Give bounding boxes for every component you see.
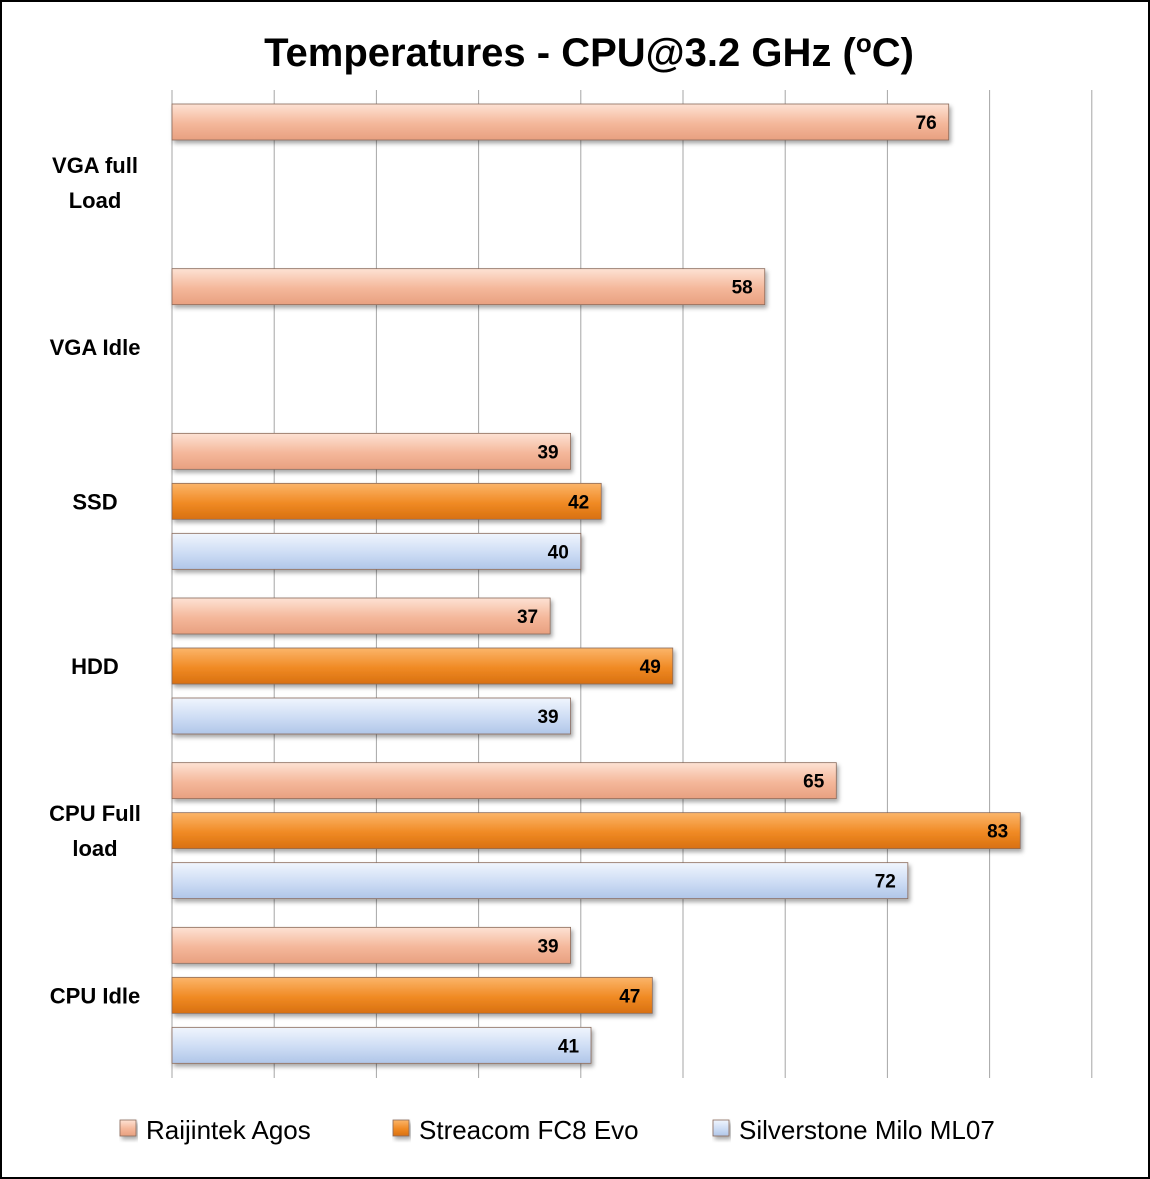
bar-silverstone-milo-ml07 (171, 697, 571, 735)
bar-streacom-fc8-evo (171, 647, 674, 685)
bar-raijintek-agos (171, 268, 766, 306)
data-label: 39 (537, 442, 558, 463)
data-label: 40 (548, 542, 569, 563)
bar-silverstone-milo-ml07 (171, 532, 582, 570)
bar-raijintek-agos (171, 597, 551, 635)
data-label: 41 (558, 1036, 580, 1057)
bar-streacom-fc8-evo (171, 812, 1021, 850)
data-label: 76 (916, 113, 937, 134)
legend-label: Raijintek Agos (146, 1115, 311, 1145)
data-label: 72 (875, 872, 896, 893)
data-label: 83 (987, 822, 1008, 843)
bar-streacom-fc8-evo (171, 976, 653, 1014)
data-label: 39 (537, 707, 558, 728)
data-label: 37 (517, 607, 538, 628)
bar-raijintek-agos (171, 762, 837, 800)
data-label: 49 (640, 657, 661, 678)
category-label: CPU Full load (49, 801, 141, 861)
bar-streacom-fc8-evo (171, 482, 602, 520)
bar-raijintek-agos (171, 432, 571, 470)
bar-silverstone-milo-ml07 (171, 862, 909, 900)
bar-raijintek-agos (171, 926, 571, 964)
data-label: 39 (537, 936, 558, 957)
legend-swatch (392, 1119, 410, 1137)
bar-raijintek-agos (171, 103, 950, 141)
data-label: 65 (803, 772, 825, 793)
legend-swatch (712, 1119, 730, 1137)
bar-silverstone-milo-ml07 (171, 1026, 592, 1064)
legend-swatch (119, 1119, 137, 1137)
legend-label: Streacom FC8 Evo (419, 1115, 639, 1145)
category-label: VGA full Load (52, 153, 138, 213)
chart-title: Temperatures - CPU@3.2 GHz (oC) (264, 28, 914, 75)
category-label: HDD (71, 654, 119, 679)
category-label: VGA Idle (50, 335, 141, 360)
category-label: SSD (72, 489, 117, 514)
data-label: 42 (568, 492, 589, 513)
data-label: 58 (732, 278, 753, 299)
category-label: CPU Idle (50, 983, 140, 1008)
data-label: 47 (619, 986, 640, 1007)
legend-label: Silverstone Milo ML07 (739, 1115, 995, 1145)
